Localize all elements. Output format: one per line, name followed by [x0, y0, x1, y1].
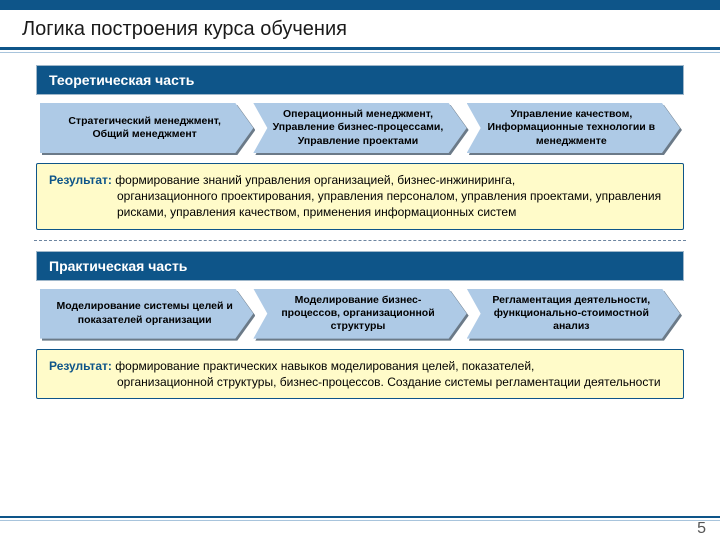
arrow-label: Регламентация деятельности, функциональн… — [483, 294, 660, 333]
footer: 5 — [0, 516, 720, 534]
arrow-theory-1: Стратегический менеджмент, Общий менеджм… — [40, 103, 253, 153]
page-number: 5 — [697, 520, 706, 538]
page-title: Логика построения курса обучения — [22, 18, 698, 41]
arrow-theory-2: Операционный менеджмент, Управление бизн… — [253, 103, 466, 153]
section-header-practice: Практическая часть — [36, 251, 684, 281]
arrow-label: Моделирование бизнес-процессов, организа… — [269, 294, 446, 333]
rule-thin — [0, 52, 720, 53]
result-continuation: организационной структуры, бизнес-процес… — [49, 374, 671, 390]
arrow-label: Операционный менеджмент, Управление бизн… — [269, 108, 446, 147]
arrow-theory-3: Управление качеством, Информационные тех… — [467, 103, 680, 153]
arrow-practice-1: Моделирование системы целей и показателе… — [40, 289, 253, 339]
arrows-row-practice: Моделирование системы целей и показателе… — [36, 289, 684, 339]
top-bar — [0, 0, 720, 10]
section-header-theory: Теоретическая часть — [36, 65, 684, 95]
content: Теоретическая часть Стратегический менед… — [0, 65, 720, 399]
arrows-row-theory: Стратегический менеджмент, Общий менеджм… — [36, 103, 684, 153]
arrow-label: Стратегический менеджмент, Общий менеджм… — [56, 115, 233, 141]
arrow-practice-2: Моделирование бизнес-процессов, организа… — [253, 289, 466, 339]
result-box-practice: Результат: формирование практических нав… — [36, 349, 684, 399]
result-label: Результат: — [49, 173, 112, 187]
result-text: формирование знаний управления организац… — [112, 173, 515, 187]
result-label: Результат: — [49, 359, 112, 373]
result-text: формирование практических навыков модели… — [112, 359, 534, 373]
arrow-practice-3: Регламентация деятельности, функциональн… — [467, 289, 680, 339]
result-continuation: организационного проектирования, управле… — [49, 188, 671, 220]
arrow-label: Управление качеством, Информационные тех… — [483, 108, 660, 147]
arrow-label: Моделирование системы целей и показателе… — [56, 300, 233, 326]
result-box-theory: Результат: формирование знаний управлени… — [36, 163, 684, 230]
title-area: Логика построения курса обучения — [0, 10, 720, 47]
dashed-divider — [34, 240, 686, 241]
rule-thick — [0, 47, 720, 50]
